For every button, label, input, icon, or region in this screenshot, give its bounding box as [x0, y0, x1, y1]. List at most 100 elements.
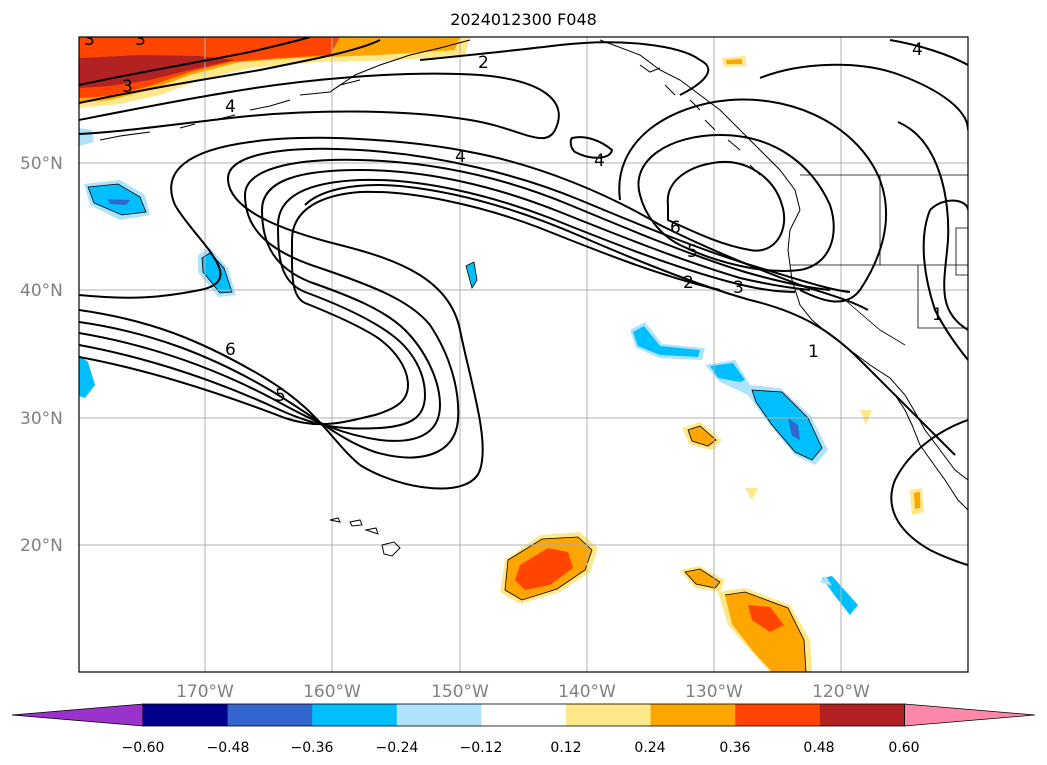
lon-label: 130°W	[685, 682, 743, 702]
contour-top-3b	[79, 37, 311, 86]
fill-warm-e-redorange	[748, 605, 784, 632]
contour-topright	[889, 39, 968, 66]
colorbar-segment	[819, 704, 905, 726]
lat-label: 40°N	[20, 281, 63, 301]
contour-top-3	[79, 39, 381, 104]
fill-warm-e-orange	[725, 592, 806, 672]
fill-top-pale-blue	[79, 128, 94, 146]
baja-coast	[879, 379, 968, 511]
contour-s6	[304, 183, 956, 456]
lon-label: 160°W	[303, 682, 361, 702]
lat-label: 50°N	[20, 154, 63, 174]
contour-label: 1	[808, 342, 819, 362]
colorbar-tick-label: −0.36	[291, 740, 334, 756]
contour-label: 4	[912, 40, 923, 60]
islands-se-alaska	[639, 64, 761, 176]
lon-label: 140°W	[558, 682, 616, 702]
fill-warm-g	[745, 488, 758, 500]
colorbar-tick-label: −0.60	[122, 740, 165, 756]
contour-label: 6	[670, 218, 681, 238]
contour-s2	[79, 158, 831, 459]
map-frame	[78, 36, 969, 673]
fill-cold-east-a	[633, 326, 700, 357]
contour-s1	[79, 147, 851, 490]
contour-label: 4	[594, 151, 605, 171]
contour-label: 3	[135, 30, 146, 50]
colorbar-segment	[312, 704, 398, 726]
contour-s4	[79, 178, 796, 430]
fill-warm-f-orange	[726, 59, 742, 64]
colorbar	[11, 703, 1036, 727]
colorbar-tick-label: 0.36	[719, 740, 750, 756]
contour-label: 5	[275, 386, 286, 406]
contour-east-4	[618, 98, 888, 303]
anomaly-fills	[79, 37, 924, 672]
colorbar-tick-label: −0.12	[460, 740, 503, 756]
colorbar-tick-label: 0.48	[803, 740, 834, 756]
colorbar-segment	[566, 704, 652, 726]
contour-label: 3	[733, 278, 744, 298]
longitude-labels: 170°W 160°W 150°W 140°W 130°W 120°W	[176, 682, 870, 702]
lat-label: 20°N	[20, 536, 63, 556]
contour-east-3	[759, 63, 968, 331]
contour-small-loop	[569, 136, 614, 159]
alaska-coast	[99, 39, 471, 141]
contour-label: 3	[122, 77, 133, 97]
colorbar-tick-label: 0.60	[888, 740, 919, 756]
contour-label: 1	[932, 305, 943, 325]
colorbar-segment	[481, 704, 567, 726]
colorbar-outline	[142, 703, 905, 727]
lon-label: 170°W	[176, 682, 234, 702]
fill-cold-east-b-dark	[788, 418, 800, 440]
contour-east-6	[666, 160, 786, 252]
colorbar-segment	[735, 704, 821, 726]
fill-outlines	[87, 183, 823, 672]
state-lines	[790, 175, 968, 346]
fill-cold-edge	[79, 355, 95, 398]
contour-label: 4	[225, 97, 236, 117]
fill-warm-i-orange	[914, 492, 920, 509]
colorbar-segment	[396, 704, 482, 726]
map-title: 2024012300 F048	[450, 10, 597, 29]
colorbar-tick-label: 0.24	[634, 740, 665, 756]
fill-cold-east-c	[822, 576, 858, 615]
colorbar-segment	[650, 704, 736, 726]
contour-east-1	[922, 199, 968, 361]
fill-warm-south-redorange	[515, 548, 573, 590]
gridlines	[79, 37, 968, 672]
fill-warm-d-orange	[685, 569, 720, 588]
hawaii-islands	[329, 517, 401, 557]
contour-east-5	[637, 133, 835, 272]
fill-cold-west-b	[202, 253, 232, 293]
contour-s5	[79, 190, 721, 426]
lat-label: 30°N	[20, 409, 63, 429]
contour-labels: 3 3 3 2 4 4 4 4 6 5 2 3 1 1 6 5	[84, 30, 943, 406]
contour-label: 3	[84, 30, 95, 50]
fill-cold-small	[466, 262, 477, 288]
contour-label: 6	[225, 340, 236, 360]
lon-label: 150°W	[431, 682, 489, 702]
contour-top-2	[419, 41, 710, 96]
fill-cold-east-c-light	[820, 576, 832, 586]
contour-lines	[79, 37, 968, 566]
contour-label: 5	[687, 242, 698, 262]
colorbar-extend-high	[904, 703, 1036, 727]
fill-cold-west-a-dark	[108, 199, 130, 205]
contour-east-low	[890, 419, 968, 566]
colorbar-labels: −0.60 −0.48 −0.36 −0.24 −0.12 0.12 0.24 …	[122, 740, 920, 756]
fill-warm-c-orange	[688, 426, 716, 446]
fill-warm-band-redorange	[79, 37, 340, 98]
colorbar-segment	[227, 704, 313, 726]
colorbar-tick-label: −0.48	[207, 740, 250, 756]
contour-top-4	[79, 72, 560, 140]
latitude-labels: 50°N 40°N 30°N 20°N	[20, 154, 63, 556]
contour-label: 2	[478, 53, 489, 73]
colorbar-segment	[143, 704, 229, 726]
contour-label: 4	[455, 147, 466, 167]
contour-s3	[79, 168, 811, 442]
colorbar-tick-label: 0.12	[550, 740, 581, 756]
lon-label: 120°W	[812, 682, 870, 702]
contour-label: 2	[683, 273, 694, 293]
colorbar-extend-low	[11, 703, 144, 727]
